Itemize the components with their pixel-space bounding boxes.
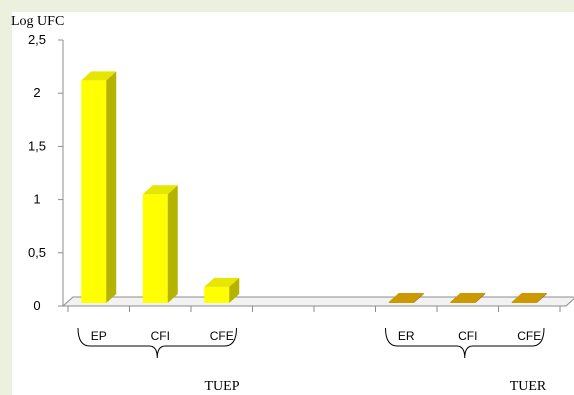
group-brace [77, 327, 237, 359]
group-brace [385, 327, 545, 359]
bar [511, 293, 547, 303]
bar-top [142, 185, 178, 195]
x-category-label: CFE [210, 329, 234, 343]
bar-front [511, 302, 537, 303]
y-tick-label: 2,5 [28, 32, 46, 47]
bar-side [167, 185, 178, 303]
y-tick-label: 0,5 [28, 245, 46, 260]
x-category-label: CFI [458, 329, 477, 343]
bar-front [450, 302, 476, 303]
y-tick-label: 0 [33, 298, 40, 313]
bar-side [475, 293, 486, 303]
bar-top [511, 293, 547, 302]
y-tick-label: 1,5 [28, 138, 46, 153]
bar-side [536, 293, 547, 303]
bar [450, 293, 486, 303]
bar-side [229, 277, 240, 303]
bar-front [204, 286, 230, 303]
x-category-label: CFI [151, 329, 170, 343]
bar-top [81, 71, 117, 81]
group-label: TUER [510, 379, 547, 394]
bar-side [413, 293, 424, 303]
y-tick-label: 1 [33, 192, 40, 207]
y-tick-label: 2 [33, 85, 40, 100]
bar-front [388, 302, 414, 303]
bar [388, 293, 424, 303]
group-label: TUEP [205, 379, 240, 394]
bar-top [450, 293, 486, 302]
x-category-label: EP [91, 329, 107, 343]
y-axis: 0 0,5 1 1,5 2 2,5 [28, 32, 64, 313]
bar [142, 185, 178, 303]
group-labels: TUEP TUER [205, 379, 547, 394]
bar [204, 277, 240, 303]
bar-top [388, 293, 424, 302]
x-category-label: CFE [517, 329, 541, 343]
x-category-label: ER [398, 329, 415, 343]
bar-side [106, 71, 117, 303]
bars [81, 71, 547, 303]
chart-floor [61, 296, 574, 312]
y-axis-title: Log UFC [11, 14, 64, 29]
bar-front [142, 194, 168, 303]
bar [81, 71, 117, 303]
group-braces [77, 327, 545, 359]
floor-plane [61, 296, 574, 307]
bar-top [204, 277, 240, 287]
x-axis-categories: EP CFI CFE ER CFI CFE [91, 329, 542, 343]
bar-front [81, 80, 107, 303]
